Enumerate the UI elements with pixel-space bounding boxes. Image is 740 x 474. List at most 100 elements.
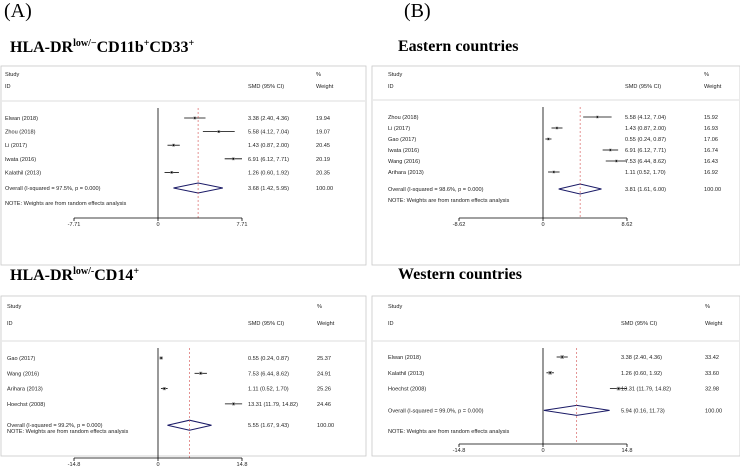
x-tick-label: 0	[541, 222, 544, 228]
overall-label: Overall (I-squared = 99.2%, p = 0.000)	[7, 423, 103, 429]
weight-value: 16.92	[704, 170, 718, 176]
smd-value: 1.43 (0.87, 2.00)	[625, 126, 666, 132]
title-cd11b-cd33: HLA-DRlow/−CD11b+CD33+	[10, 38, 195, 56]
header-id: ID	[7, 321, 13, 327]
overall-weight-value: 100.00	[705, 408, 722, 414]
smd-value: 6.91 (6.12, 7.71)	[625, 148, 666, 154]
weight-value: 25.37	[317, 356, 331, 362]
plot-frame	[371, 295, 740, 457]
header-smd: SMD (95% CI)	[625, 84, 661, 90]
header-id: ID	[5, 84, 11, 90]
x-tick-label: -14.8	[453, 448, 466, 454]
title-cd14: HLA-DRlow/-CD14+	[10, 266, 140, 284]
header-weight: Weight	[704, 84, 722, 90]
header-study: Study	[5, 72, 20, 78]
study-label: Gao (2017)	[388, 137, 416, 143]
overall-diamond	[543, 404, 610, 416]
plot-frame	[371, 65, 740, 266]
x-tick-label: 0	[156, 462, 159, 468]
x-tick-label: 7.71	[237, 222, 248, 228]
smd-value: 1.11 (0.52, 1.70)	[248, 387, 289, 393]
smd-value: 0.55 (0.24, 0.87)	[248, 356, 289, 362]
study-label: Arihara (2013)	[7, 387, 43, 393]
smd-value: 1.43 (0.87, 2.00)	[248, 143, 289, 149]
smd-value: 5.58 (4.12, 7.04)	[248, 130, 289, 136]
point-estimate	[556, 127, 558, 129]
study-label: Kalathil (2013)	[5, 170, 41, 176]
point-estimate	[609, 149, 612, 151]
weight-value: 19.07	[316, 130, 330, 136]
header-smd: SMD (95% CI)	[621, 321, 657, 327]
study-label: Hoechst (2008)	[7, 402, 45, 408]
overall-diamond	[173, 182, 223, 194]
study-label: Arihara (2013)	[388, 170, 424, 176]
study-label: Elwan (2018)	[388, 355, 421, 361]
overall-label: Overall (I-squared = 97.5%, p = 0.000)	[5, 186, 101, 192]
overall-smd-value: 3.81 (1.61, 6.00)	[625, 187, 666, 193]
weight-value: 16.43	[704, 159, 718, 165]
title-western-countries: Western countries	[398, 266, 522, 283]
point-estimate	[172, 144, 175, 147]
point-estimate	[193, 117, 196, 119]
smd-value: 13.31 (11.79, 14.82)	[248, 402, 298, 408]
weights-note: NOTE: Weights are from random effects an…	[388, 198, 510, 204]
point-estimate	[552, 171, 555, 173]
smd-value: 3.38 (2.40, 4.36)	[621, 355, 662, 361]
point-estimate	[170, 171, 173, 174]
overall-label: Overall (I-squared = 98.6%, p = 0.000)	[388, 187, 484, 193]
point-estimate	[232, 403, 235, 405]
overall-label: Overall (I-squared = 99.0%, p = 0.000)	[388, 408, 484, 414]
header-percent: %	[316, 72, 321, 78]
study-label: Wang (2016)	[388, 159, 420, 165]
weights-note: NOTE: Weights are from random effects an…	[388, 429, 510, 435]
smd-value: 1.11 (0.52, 1.70)	[625, 170, 666, 176]
point-estimate	[199, 372, 202, 375]
point-estimate	[596, 116, 599, 118]
header-weight: Weight	[317, 321, 335, 327]
smd-value: 7.53 (6.44, 8.62)	[248, 371, 289, 377]
header-study: Study	[388, 72, 403, 78]
study-label: Hoechst (2008)	[388, 387, 426, 393]
study-label: Iwata (2016)	[5, 157, 36, 163]
overall-weight-value: 100.00	[316, 186, 333, 192]
overall-smd-value: 5.94 (0.16, 11.73)	[621, 408, 665, 414]
x-tick-label: 0	[541, 448, 544, 454]
point-estimate	[160, 357, 163, 359]
weight-value: 17.06	[704, 137, 718, 143]
overall-diamond	[558, 183, 602, 195]
smd-value: 1.26 (0.60, 1.92)	[248, 170, 289, 176]
x-tick-label: 14.8	[622, 448, 633, 454]
smd-value: 6.91 (6.12, 7.71)	[248, 157, 289, 163]
header-weight: Weight	[316, 84, 334, 90]
study-label: Zhou (2018)	[388, 115, 419, 121]
title-eastern-countries: Eastern countries	[398, 38, 519, 55]
x-tick-label: 14.8	[237, 462, 248, 468]
weight-value: 16.74	[704, 148, 718, 154]
study-label: Kalathil (2013)	[388, 371, 424, 377]
header-percent: %	[704, 72, 709, 78]
overall-weight-value: 100.00	[317, 423, 334, 429]
x-tick-label: -14.8	[68, 462, 81, 468]
study-label: Iwata (2016)	[388, 148, 419, 154]
weight-value: 15.92	[704, 115, 718, 121]
weight-value: 16.93	[704, 126, 718, 132]
overall-weight-value: 100.00	[704, 187, 721, 193]
weight-value: 24.46	[317, 402, 331, 408]
header-id: ID	[388, 84, 394, 90]
x-tick-label: -7.71	[68, 222, 81, 228]
header-smd: SMD (95% CI)	[248, 321, 284, 327]
header-study: Study	[388, 304, 403, 310]
header-percent: %	[705, 304, 710, 310]
overall-diamond	[167, 419, 212, 431]
weight-value: 19.94	[316, 116, 330, 122]
weights-note: NOTE: Weights are from random effects an…	[5, 201, 127, 207]
point-estimate	[561, 356, 564, 358]
point-estimate	[549, 371, 552, 374]
study-label: Elwan (2018)	[5, 116, 38, 122]
header-percent: %	[317, 304, 322, 310]
overall-smd-value: 5.55 (1.67, 9.43)	[248, 423, 289, 429]
point-estimate	[547, 138, 550, 140]
